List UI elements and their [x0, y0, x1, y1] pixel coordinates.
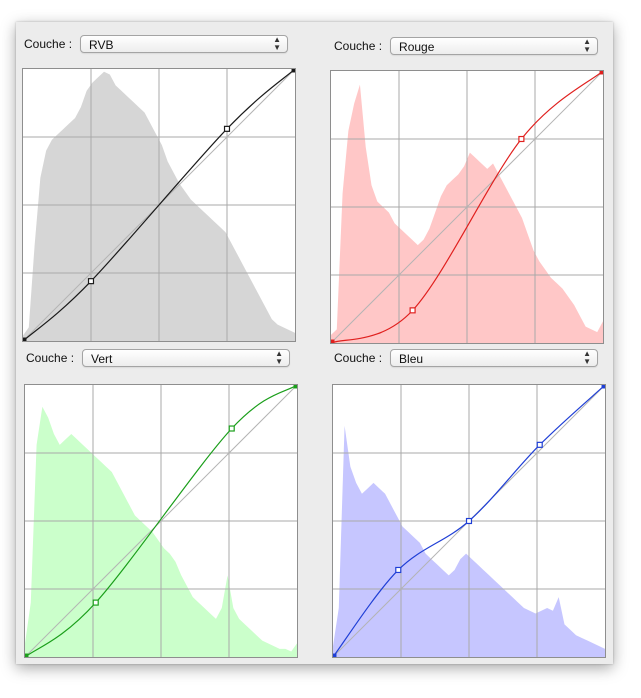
curve-control-point[interactable]	[228, 425, 235, 432]
channel-select-value: Rouge	[399, 40, 435, 54]
curve-chart	[331, 71, 603, 343]
curve-control-point[interactable]	[87, 278, 95, 285]
curve-chart	[333, 385, 605, 657]
curve-endpoint[interactable]	[293, 385, 297, 389]
curve-chart	[25, 385, 297, 657]
curve-endpoint[interactable]	[331, 339, 335, 343]
baseline-diagonal	[25, 385, 297, 657]
curve-endpoint[interactable]	[601, 385, 605, 389]
select-arrows-icon: ▲ ▼	[275, 349, 284, 366]
tone-curve	[331, 71, 603, 343]
curve-chart	[23, 69, 295, 341]
tone-curve	[25, 385, 297, 657]
channel-select-value: RVB	[89, 38, 114, 52]
curve-endpoint[interactable]	[599, 71, 603, 75]
channel-select-bleu[interactable]: Bleu ▲ ▼	[390, 349, 599, 367]
curve-control-point[interactable]	[92, 599, 99, 606]
select-arrows-icon: ▲ ▼	[273, 35, 282, 52]
tone-curve	[23, 69, 295, 341]
curve-plot-vert[interactable]	[24, 384, 298, 658]
channel-label: Couche :	[334, 351, 383, 365]
channel-select-vert[interactable]: Vert ▲ ▼	[82, 349, 291, 367]
channel-quadrant-rvb: Couche : RVB ▲ ▼	[16, 22, 316, 352]
curve-endpoint[interactable]	[25, 653, 29, 657]
channel-label: Couche :	[24, 37, 73, 51]
channel-quadrant-rouge: Couche : Rouge ▲ ▼	[326, 22, 616, 352]
curve-control-point[interactable]	[409, 307, 416, 314]
curve-control-point[interactable]	[465, 517, 473, 525]
curve-endpoint[interactable]	[23, 337, 27, 341]
curve-control-point[interactable]	[536, 441, 543, 448]
curve-control-point[interactable]	[223, 125, 231, 132]
channel-select-rouge[interactable]: Rouge ▲ ▼	[390, 37, 599, 55]
curve-endpoint[interactable]	[333, 653, 337, 657]
curve-plot-rvb[interactable]	[22, 68, 296, 342]
channel-select-value: Vert	[91, 352, 113, 366]
channel-label: Couche :	[334, 39, 383, 53]
select-arrows-icon: ▲ ▼	[583, 37, 592, 54]
channel-quadrant-vert: Couche : Vert ▲ ▼	[16, 344, 316, 664]
curve-plot-bleu[interactable]	[332, 384, 606, 658]
curves-panel: Couche : RVB ▲ ▼ Couche : Rouge ▲ ▼ Couche…	[16, 22, 613, 664]
curve-control-point[interactable]	[518, 135, 525, 143]
channel-select-rvb[interactable]: RVB ▲ ▼	[80, 35, 289, 53]
channel-quadrant-bleu: Couche : Bleu ▲ ▼	[326, 344, 616, 664]
baseline-diagonal	[331, 71, 603, 343]
channel-label: Couche :	[26, 351, 75, 365]
channel-select-value: Bleu	[399, 352, 424, 366]
curve-endpoint[interactable]	[291, 69, 295, 73]
curve-plot-rouge[interactable]	[330, 70, 604, 344]
curve-control-point[interactable]	[395, 566, 402, 574]
select-arrows-icon: ▲ ▼	[583, 349, 592, 366]
